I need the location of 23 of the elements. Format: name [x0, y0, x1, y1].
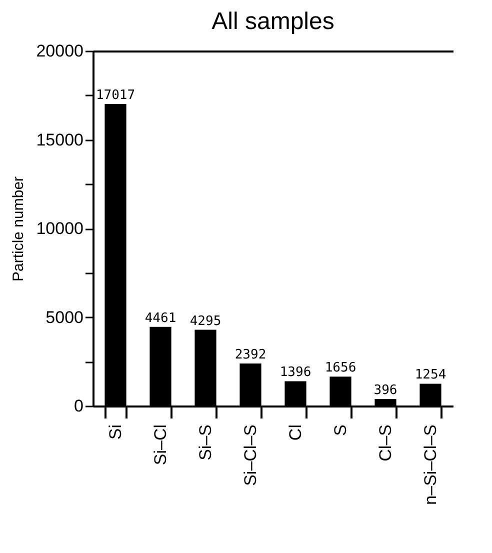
y-tick-label: 15000	[36, 130, 84, 150]
x-tick-label: Cl–S	[376, 424, 395, 462]
data-label: 4295	[190, 314, 222, 329]
data-label: 2392	[234, 348, 266, 363]
data-label: 396	[374, 382, 398, 398]
x-tick-label: Si–Cl–S	[241, 424, 260, 486]
x-tick-label: S	[331, 424, 350, 436]
y-tick-label: 20000	[36, 42, 84, 60]
data-label: 17017	[96, 88, 136, 103]
x-tick-label: Si–S	[196, 424, 215, 460]
x-tick-label: Si	[106, 424, 125, 440]
data-label: 1656	[324, 360, 356, 376]
y-tick-label: 0	[74, 396, 84, 416]
y-axis-title: Particle number	[10, 176, 28, 282]
x-tick-label: n–Si–Cl–S	[421, 424, 440, 505]
x-tick-label: Cl	[286, 424, 305, 441]
y-tick-label: 5000	[46, 308, 84, 327]
x-tick-label: Si–Cl	[151, 424, 170, 466]
data-label: 4461	[144, 310, 176, 326]
y-tick-label: 10000	[36, 219, 84, 238]
data-label: 1254	[414, 368, 446, 383]
chart-title: All samples	[212, 8, 334, 35]
data-label: 1396	[280, 365, 312, 380]
